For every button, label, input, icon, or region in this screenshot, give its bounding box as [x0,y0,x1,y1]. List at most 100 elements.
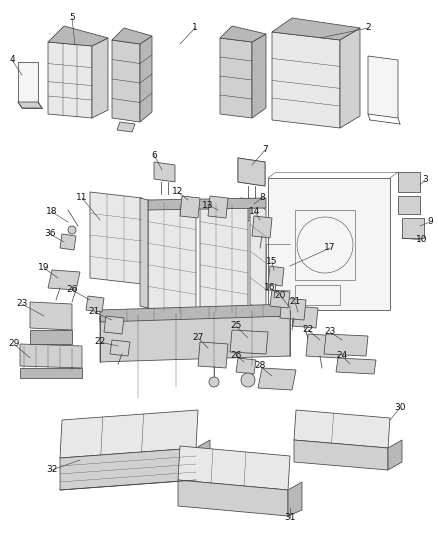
Polygon shape [30,330,72,344]
Polygon shape [178,446,290,490]
Text: 20: 20 [274,290,286,300]
Polygon shape [240,198,265,222]
Text: 23: 23 [324,327,336,336]
Text: 28: 28 [254,361,266,370]
Polygon shape [295,210,355,280]
Polygon shape [220,26,266,42]
Text: 4: 4 [9,55,15,64]
Polygon shape [272,32,340,128]
Text: 6: 6 [151,150,157,159]
Text: 9: 9 [427,217,433,227]
Polygon shape [230,330,268,354]
Text: 18: 18 [46,207,58,216]
Polygon shape [100,310,290,362]
Polygon shape [324,334,368,356]
Text: 1: 1 [192,23,198,33]
Polygon shape [60,448,196,490]
Polygon shape [117,122,135,132]
Text: 24: 24 [336,351,348,360]
Polygon shape [100,304,290,322]
Polygon shape [18,62,38,102]
Circle shape [209,377,219,387]
Text: 16: 16 [264,284,276,293]
Polygon shape [48,26,108,46]
Text: 19: 19 [38,263,50,272]
Text: 29: 29 [8,340,20,349]
Polygon shape [196,440,210,480]
Polygon shape [112,28,152,44]
Text: 26: 26 [230,351,242,359]
Text: 30: 30 [394,403,406,413]
Polygon shape [306,334,340,358]
Polygon shape [250,198,266,316]
Circle shape [297,217,353,273]
Text: 22: 22 [302,326,314,335]
Polygon shape [294,410,390,448]
Text: 36: 36 [44,230,56,238]
Polygon shape [252,34,266,118]
Polygon shape [236,358,256,374]
Polygon shape [90,192,142,284]
Text: 14: 14 [249,207,261,216]
Polygon shape [238,158,265,186]
Polygon shape [20,344,82,368]
Text: 21: 21 [88,308,100,317]
Text: 32: 32 [46,465,58,474]
Polygon shape [92,38,108,118]
Polygon shape [208,196,228,218]
Text: 31: 31 [284,513,296,522]
Polygon shape [140,198,148,308]
Polygon shape [268,266,284,286]
Circle shape [68,226,76,234]
Circle shape [241,373,255,387]
Polygon shape [288,482,302,516]
Polygon shape [180,196,200,218]
Text: 23: 23 [16,300,28,309]
Text: 5: 5 [69,13,75,22]
Polygon shape [48,42,92,118]
Text: 15: 15 [266,257,278,266]
Polygon shape [140,36,152,122]
Text: 22: 22 [94,337,106,346]
Polygon shape [148,198,266,210]
Polygon shape [340,28,360,128]
Polygon shape [60,410,198,458]
Polygon shape [48,270,80,290]
Polygon shape [238,158,265,186]
Polygon shape [398,172,420,192]
Text: 10: 10 [416,236,428,245]
Text: 13: 13 [202,200,214,209]
Polygon shape [20,368,82,378]
Polygon shape [18,102,42,108]
Polygon shape [368,56,398,118]
Polygon shape [258,368,296,390]
Text: 25: 25 [230,321,242,330]
Polygon shape [60,234,76,250]
Text: 26: 26 [66,286,78,295]
Polygon shape [294,440,388,470]
Polygon shape [104,316,124,334]
Polygon shape [272,18,360,40]
Text: 27: 27 [192,334,204,343]
Text: 7: 7 [262,146,268,155]
Text: 21: 21 [290,297,301,306]
Text: 2: 2 [365,23,371,33]
Polygon shape [200,200,248,316]
Polygon shape [270,290,290,308]
Text: 11: 11 [76,193,88,203]
Polygon shape [148,200,196,316]
Polygon shape [112,40,140,122]
Polygon shape [154,162,175,182]
Polygon shape [30,302,72,330]
Polygon shape [252,216,272,238]
Polygon shape [402,218,424,238]
Polygon shape [280,298,306,320]
Polygon shape [292,306,318,328]
Text: 3: 3 [422,175,428,184]
Polygon shape [388,440,402,470]
Polygon shape [268,178,390,310]
Polygon shape [220,38,252,118]
Text: 17: 17 [324,244,336,253]
Polygon shape [198,342,228,368]
Polygon shape [398,196,420,214]
